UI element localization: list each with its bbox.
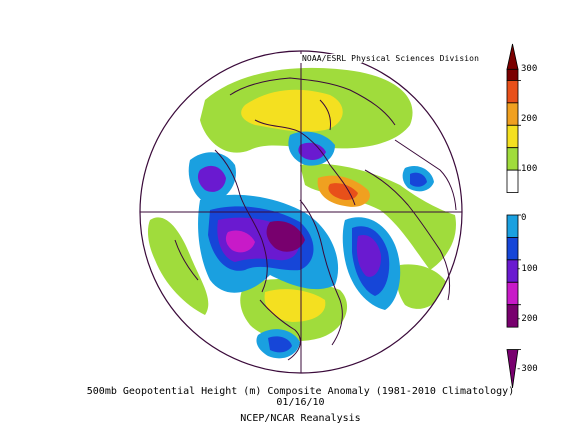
colorbar-cap-bottom (506, 349, 519, 389)
colorbar (506, 43, 521, 389)
positive-anomaly-west (147, 217, 209, 315)
colorbar-label-300: 300 (521, 64, 538, 74)
caption-title: 500mb Geopotential Height (m) Composite … (86, 386, 515, 397)
colorbar-segment (506, 304, 519, 328)
colorbar-segment (506, 237, 519, 261)
negative-anomaly-atlantic-core (356, 234, 382, 277)
negative-anomaly-siberia-core (298, 142, 326, 160)
colorbar-label-0: 0 (521, 213, 527, 223)
positive-anomaly-southeast (396, 264, 448, 309)
colorbar-segment (506, 124, 519, 149)
colorbar-label-neg100: -100 (516, 264, 538, 274)
negative-anomaly-pacific-core (266, 220, 305, 252)
colorbar-segment (506, 281, 519, 306)
colorbar-label-100: 100 (521, 164, 538, 174)
colorbar-segment (506, 147, 519, 171)
coastlines (174, 77, 457, 361)
positive-anomaly-peak-core (328, 183, 358, 201)
negative-anomaly-alaska-core (197, 165, 226, 192)
negative-anomaly-south-core (268, 336, 292, 353)
positive-anomaly-yellow-north (241, 89, 343, 132)
colorbar-segment (506, 102, 519, 126)
negative-anomaly-europe-core (410, 172, 427, 187)
caption-source: NCEP/NCAR Reanalysis (240, 413, 361, 424)
negative-anomaly-pacific-magenta (225, 230, 255, 253)
colorbar-label-200: 200 (521, 114, 538, 124)
colorbar-cap-top (506, 43, 519, 70)
colorbar-segment (506, 68, 519, 81)
colorbar-segment (506, 214, 519, 238)
caption-date: 01/16/10 (276, 397, 325, 408)
colorbar-segment (506, 80, 519, 104)
credit-label: NOAA/ESRL Physical Sciences Division (300, 54, 481, 63)
colorbar-label-neg200: -200 (516, 314, 538, 324)
colorbar-label-neg300: -300 (516, 364, 538, 374)
colorbar-segment (506, 169, 519, 193)
positive-anomaly-south-yellow (264, 289, 326, 322)
